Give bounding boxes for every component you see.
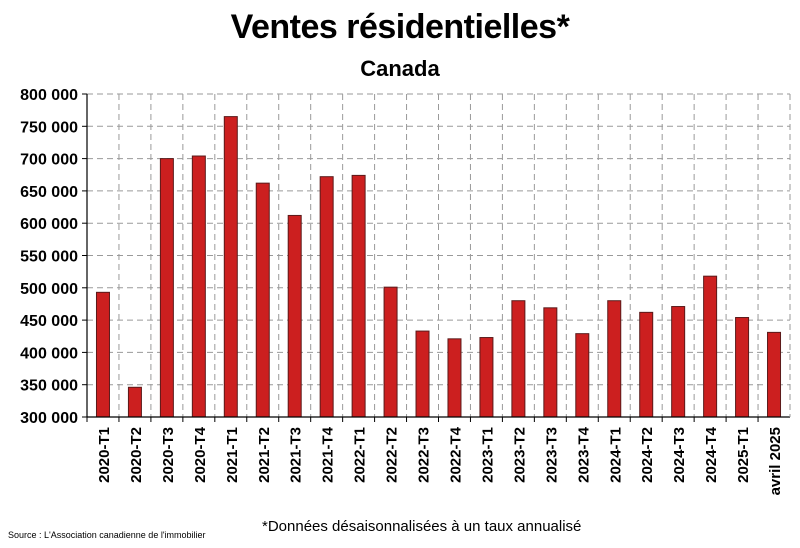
bar [159, 158, 174, 418]
bar [383, 286, 398, 418]
y-tick-label: 350 000 [20, 378, 78, 395]
bar [223, 116, 238, 418]
y-tick-label: 450 000 [20, 313, 78, 330]
x-tick-label: 2022-T1 [352, 427, 369, 483]
x-tick-label: 2024-T4 [703, 426, 720, 483]
y-tick-label: 750 000 [20, 119, 78, 136]
bar [255, 182, 270, 418]
x-tick-label: 2024-T2 [639, 427, 656, 483]
y-tick-label: 400 000 [20, 345, 78, 362]
bar [351, 174, 366, 418]
x-tick-label: 2022-T2 [384, 427, 401, 483]
x-tick-label: 2021-T4 [320, 426, 337, 483]
bar [479, 337, 494, 418]
bar [703, 275, 718, 418]
x-tick-label: 2023-T1 [479, 427, 496, 483]
chart-source: Source : L'Association canadienne de l'i… [8, 530, 206, 540]
bar [671, 306, 686, 418]
x-tick-label: 2024-T3 [671, 427, 688, 483]
chart-title: Ventes résidentielles* [230, 8, 570, 46]
x-tick-label: 2025-T1 [735, 427, 752, 483]
y-tick-label: 650 000 [20, 184, 78, 201]
x-tick-label: 2024-T1 [607, 427, 624, 483]
bar [447, 338, 462, 418]
x-tick-label: 2023-T2 [511, 427, 528, 483]
x-tick-label: 2023-T3 [543, 427, 560, 483]
bar [287, 214, 302, 418]
x-tick-label: 2021-T3 [288, 427, 305, 483]
y-tick-label: 800 000 [20, 87, 78, 104]
bar [639, 311, 654, 418]
x-tick-label: 2020-T1 [96, 427, 113, 483]
y-tick-label: 550 000 [20, 249, 78, 266]
x-tick-label: 2020-T3 [160, 427, 177, 483]
bar [543, 307, 558, 418]
x-tick-label: 2021-T2 [256, 427, 273, 483]
chart-subtitle: Canada [360, 56, 440, 81]
x-tick-label: 2020-T2 [128, 427, 145, 483]
y-tick-label: 500 000 [20, 281, 78, 298]
y-tick-label: 300 000 [20, 410, 78, 427]
bar [319, 176, 334, 418]
bar [127, 386, 142, 418]
x-tick-label: 2023-T4 [575, 426, 592, 483]
bar [607, 300, 622, 418]
x-tick-label: 2021-T1 [224, 427, 241, 483]
bar [191, 155, 206, 418]
x-tick-label: avril 2025 [767, 427, 784, 495]
x-tick-label: 2020-T4 [192, 426, 209, 483]
bar [735, 317, 750, 418]
y-tick-label: 600 000 [20, 216, 78, 233]
x-tick-label: 2022-T4 [447, 426, 464, 483]
bar [767, 331, 782, 418]
chart-footnote: *Données désaisonnalisées à un taux annu… [262, 518, 582, 535]
bar [95, 291, 110, 418]
x-tick-label: 2022-T3 [416, 427, 433, 483]
bar [575, 333, 590, 418]
bar [415, 330, 430, 418]
y-tick-label: 700 000 [20, 152, 78, 169]
bar [511, 300, 526, 418]
